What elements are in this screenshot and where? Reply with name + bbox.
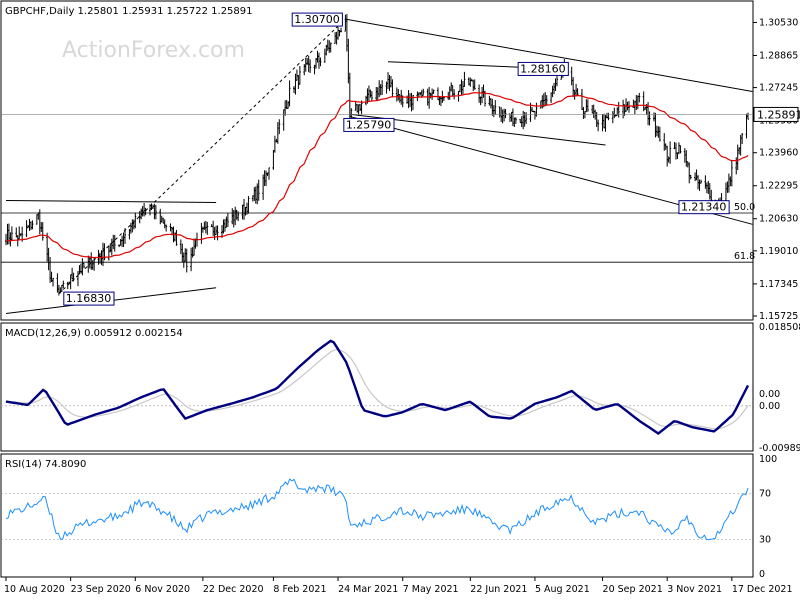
price-tick-label: 1.30530 bbox=[759, 17, 798, 28]
trendline bbox=[345, 18, 753, 92]
symbol-header: GBPCHF,Daily 1.25801 1.25931 1.25722 1.2… bbox=[5, 6, 253, 17]
annotation-label: 1.21340 bbox=[681, 201, 727, 214]
time-tick-label: 22 Jun 2021 bbox=[470, 584, 527, 595]
annotation-box bbox=[678, 200, 730, 215]
annotation-label: 1.28160 bbox=[520, 62, 566, 75]
annotation-box bbox=[291, 12, 343, 27]
candles bbox=[5, 14, 749, 296]
macd-title: MACD(12,26,9) 0.005912 0.002154 bbox=[5, 328, 183, 339]
annotation-label: 1.25790 bbox=[346, 118, 392, 131]
rsi-tick-label: 70 bbox=[759, 489, 771, 500]
price-pane: GBPCHF,Daily 1.25801 1.25931 1.25722 1.2… bbox=[0, 0, 800, 322]
rsi-tick-label: 0 bbox=[759, 569, 765, 580]
price-tick-label: 1.27245 bbox=[759, 83, 798, 94]
annotation-box bbox=[517, 61, 569, 76]
annotations: 1.30700 1.25790 1.28160 1.21340 1.16830 bbox=[63, 12, 730, 306]
time-tick-label: 23 Sep 2020 bbox=[71, 584, 131, 595]
time-tick-label: 22 Dec 2020 bbox=[203, 584, 264, 595]
macd-signal-line bbox=[5, 349, 749, 430]
rsi-tick-label: 30 bbox=[759, 535, 771, 546]
price-pane-frame bbox=[0, 0, 754, 321]
fib-levels: 50.0 61.8 bbox=[1, 202, 755, 263]
annotation-label: 1.16830 bbox=[66, 292, 112, 305]
annotation-box bbox=[343, 117, 395, 132]
price-tick-label: 1.23960 bbox=[759, 148, 798, 159]
price-tick-label: 1.19010 bbox=[759, 246, 798, 257]
rsi-pane: RSI(14) 74.8090 100 70 30 0 bbox=[0, 453, 777, 580]
time-tick-label: 10 Aug 2020 bbox=[4, 584, 65, 595]
ema-line bbox=[5, 92, 749, 259]
rsi-title: RSI(14) 74.8090 bbox=[5, 459, 86, 470]
price-tick-label: 1.20630 bbox=[759, 214, 798, 225]
fib-level-label: 61.8 bbox=[734, 251, 755, 262]
time-tick-label: 5 Aug 2021 bbox=[535, 584, 590, 595]
time-tick-label: 8 Feb 2021 bbox=[273, 584, 326, 595]
time-tick-label: 20 Sep 2021 bbox=[603, 584, 663, 595]
macd-pane-frame bbox=[0, 322, 754, 452]
macd-line bbox=[5, 339, 750, 435]
rsi-pane-frame bbox=[0, 453, 754, 578]
macd-tick-label: 0.00 bbox=[759, 401, 780, 412]
macd-tick-label: -0.009891 bbox=[759, 443, 800, 454]
macd-lines bbox=[5, 339, 750, 435]
fib-level-label: 50.0 bbox=[734, 202, 755, 213]
current-price-box bbox=[753, 106, 799, 122]
time-tick-label: 24 Mar 2021 bbox=[338, 584, 398, 595]
trendline bbox=[58, 18, 346, 295]
time-tick-label: 3 Nov 2021 bbox=[667, 584, 722, 595]
trendline bbox=[5, 200, 217, 203]
rsi-line bbox=[5, 478, 749, 541]
rsi-tick-label: 100 bbox=[759, 454, 777, 465]
annotation-box bbox=[63, 291, 115, 306]
time-tick-label: 17 Dec 2021 bbox=[732, 584, 793, 595]
macd-pane: MACD(12,26,9) 0.005912 0.002154 0.018508… bbox=[0, 322, 800, 454]
annotation-label: 1.30700 bbox=[294, 13, 340, 26]
macd-tick-label: 0.00 bbox=[759, 389, 780, 400]
ema-path bbox=[5, 92, 749, 259]
current-price-label: 1.25891 bbox=[757, 108, 800, 121]
price-tick-label: 1.17345 bbox=[759, 279, 798, 290]
time-tick-label: 7 May 2021 bbox=[403, 584, 459, 595]
macd-axis: 0.018508 0.000.00 -0.009891 bbox=[1, 322, 800, 454]
price-tick-label: 1.28865 bbox=[759, 50, 798, 61]
rsi-axis: 100 70 30 0 bbox=[1, 454, 777, 580]
price-tick-label: 1.15725 bbox=[759, 311, 798, 322]
watermark: ActionForex.com bbox=[62, 38, 245, 63]
price-tick-label: 1.22295 bbox=[759, 181, 798, 192]
macd-tick-label: 0.018508 bbox=[759, 322, 800, 333]
rsi-lines bbox=[5, 478, 749, 541]
time-axis: 10 Aug 2020 23 Sep 2020 6 Nov 2020 22 Dec 2… bbox=[4, 577, 793, 595]
price-axis: 1.305301.288651.272451.255801.239601.222… bbox=[753, 17, 798, 322]
time-tick-label: 6 Nov 2020 bbox=[135, 584, 190, 595]
trendlines bbox=[5, 18, 753, 315]
current-price: 1.25891 bbox=[1, 106, 800, 122]
